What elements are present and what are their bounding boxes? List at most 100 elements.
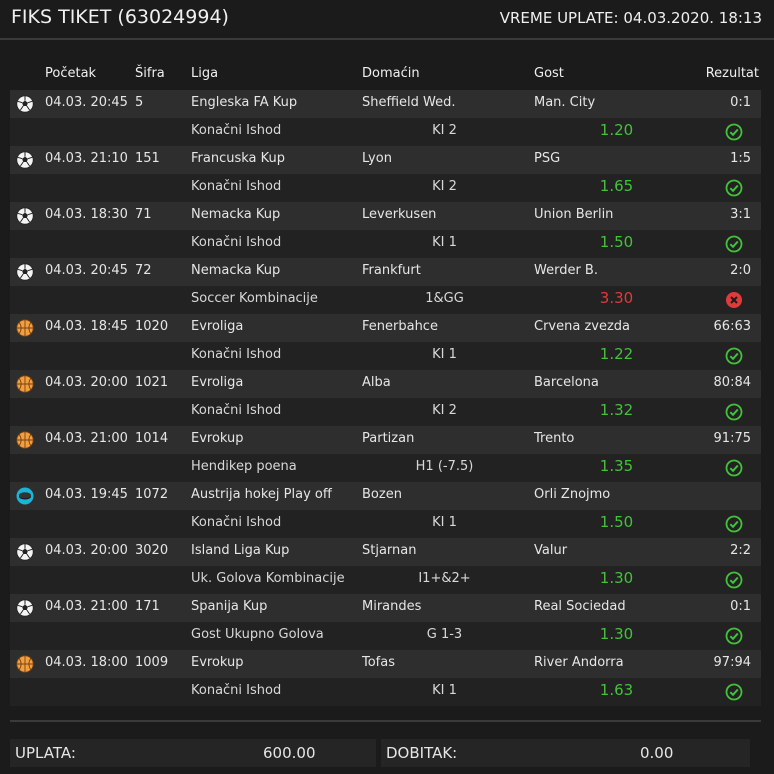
match-code: 71 <box>135 207 152 222</box>
match-row: 04.03. 20:45 72 Nemacka Kup Frankfurt Werder… <box>10 258 761 286</box>
match-home-team: Fenerbahce <box>362 319 438 334</box>
match-code: 1072 <box>135 487 169 502</box>
win-box: DOBITAK: 0.00 <box>381 739 750 767</box>
match-away-team: Orli Znojmo <box>534 487 611 502</box>
match-code: 5 <box>135 95 144 110</box>
ticket-title: FIKS TIKET (63024994) <box>11 6 229 28</box>
match-result: 2:0 <box>730 263 751 278</box>
match-league: Evroliga <box>191 319 244 334</box>
column-gost: Gost <box>534 66 564 81</box>
check-circle-icon <box>725 571 743 589</box>
basketball-icon <box>16 375 34 393</box>
match-home-team: Lyon <box>362 151 392 166</box>
match-home-team: Sheffield Wed. <box>362 95 456 110</box>
bet-row: Konačni Ishod KI 1 1.63 <box>10 678 761 706</box>
match-row: 04.03. 18:45 1020 Evroliga Fenerbahce Crvena… <box>10 314 761 342</box>
match-row: 04.03. 21:00 1014 Evrokup Partizan Trento 91:… <box>10 426 761 454</box>
bet-pick: KI 1 <box>432 683 457 698</box>
check-circle-icon <box>725 627 743 645</box>
bet-type: Konačni Ishod <box>191 235 282 250</box>
match-league: Evrokup <box>191 655 244 670</box>
column-pocetak: Početak <box>45 66 97 81</box>
bet-type: Uk. Golova Kombinacije <box>191 571 345 586</box>
match-home-team: Mirandes <box>362 599 422 614</box>
soccer-ball-icon <box>16 543 34 561</box>
match-code: 1009 <box>135 655 169 670</box>
bet-odd: 1.50 <box>599 513 634 531</box>
match-away-team: Union Berlin <box>534 207 614 222</box>
bet-pick: I1+&2+ <box>418 571 471 586</box>
bet-odd: 1.22 <box>599 345 634 363</box>
bet-type: Hendikep poena <box>191 459 297 474</box>
bet-row: Hendikep poena H1 (-7.5) 1.35 <box>10 454 761 482</box>
match-start-time: 04.03. 18:30 <box>45 207 128 222</box>
match-away-team: Valur <box>534 543 568 558</box>
check-circle-icon <box>725 683 743 701</box>
x-circle-icon <box>726 292 742 308</box>
bet-pick: KI 1 <box>432 347 457 362</box>
match-home-team: Partizan <box>362 431 415 446</box>
match-start-time: 04.03. 21:00 <box>45 599 128 614</box>
match-result: 1:5 <box>730 151 751 166</box>
bet-row: Konačni Ishod KI 2 1.20 <box>10 118 761 146</box>
ticket-header: FIKS TIKET (63024994) VREME UPLATE: 04.0… <box>0 0 774 40</box>
match-home-team: Leverkusen <box>362 207 437 222</box>
check-circle-icon <box>725 179 743 197</box>
match-row: 04.03. 21:00 171 Spanija Kup Mirandes Real S… <box>10 594 761 622</box>
bet-odd: 1.35 <box>599 457 634 475</box>
match-start-time: 04.03. 18:00 <box>45 655 128 670</box>
match-row: 04.03. 20:45 5 Engleska FA Kup Sheffield We… <box>10 90 761 118</box>
match-league: Spanija Kup <box>191 599 268 614</box>
check-circle-icon <box>725 235 743 253</box>
footer-divider <box>10 720 761 722</box>
bet-odd: 1.32 <box>599 401 634 419</box>
bet-pick: KI 2 <box>432 123 457 138</box>
match-result: 2:2 <box>730 543 751 558</box>
match-start-time: 04.03. 20:00 <box>45 543 128 558</box>
bet-row: Konačni Ishod KI 1 1.50 <box>10 230 761 258</box>
bet-row: Konačni Ishod KI 1 1.50 <box>10 510 761 538</box>
match-start-time: 04.03. 20:45 <box>45 95 128 110</box>
match-result: 0:1 <box>730 599 751 614</box>
match-row: 04.03. 18:30 71 Nemacka Kup Leverkusen Union… <box>10 202 761 230</box>
match-result: 97:94 <box>713 655 751 670</box>
bet-odd: 1.30 <box>599 625 634 643</box>
match-league: Evrokup <box>191 431 244 446</box>
match-row: 04.03. 18:00 1009 Evrokup Tofas River Andorr… <box>10 650 761 678</box>
match-away-team: Barcelona <box>534 375 599 390</box>
match-result: 80:84 <box>713 375 751 390</box>
match-code: 72 <box>135 263 152 278</box>
bet-odd: 1.63 <box>599 681 634 699</box>
bet-type: Konačni Ishod <box>191 683 282 698</box>
bet-type: Konačni Ishod <box>191 403 282 418</box>
soccer-ball-icon <box>16 95 34 113</box>
match-away-team: PSG <box>534 151 561 166</box>
match-code: 1021 <box>135 375 169 390</box>
match-start-time: 04.03. 20:00 <box>45 375 128 390</box>
match-code: 1020 <box>135 319 169 334</box>
match-row: 04.03. 21:10 151 Francuska Kup Lyon PSG 1:5 <box>10 146 761 174</box>
match-result: 3:1 <box>730 207 751 222</box>
match-league: Island Liga Kup <box>191 543 290 558</box>
match-away-team: Werder B. <box>534 263 598 278</box>
bet-pick: KI 1 <box>432 235 457 250</box>
match-start-time: 04.03. 18:45 <box>45 319 128 334</box>
bet-pick: H1 (-7.5) <box>415 459 474 474</box>
bet-row: Konačni Ishod KI 1 1.22 <box>10 342 761 370</box>
basketball-icon <box>16 319 34 337</box>
bet-odd: 1.65 <box>599 177 634 195</box>
column-rezultat: Rezultat <box>705 66 759 81</box>
match-code: 1014 <box>135 431 169 446</box>
bet-odd: 3.30 <box>599 289 634 307</box>
basketball-icon <box>16 431 34 449</box>
soccer-ball-icon <box>16 151 34 169</box>
match-row: 04.03. 19:45 1072 Austrija hokej Play off B… <box>10 482 761 510</box>
soccer-ball-icon <box>16 263 34 281</box>
basketball-icon <box>16 655 34 673</box>
bet-row: Soccer Kombinacije 1&GG 3.30 <box>10 286 761 314</box>
bet-odd: 1.20 <box>599 121 634 139</box>
match-home-team: Bozen <box>362 487 402 502</box>
win-value: 0.00 <box>640 744 674 762</box>
match-league: Nemacka Kup <box>191 263 281 278</box>
bet-type: Soccer Kombinacije <box>191 291 318 306</box>
